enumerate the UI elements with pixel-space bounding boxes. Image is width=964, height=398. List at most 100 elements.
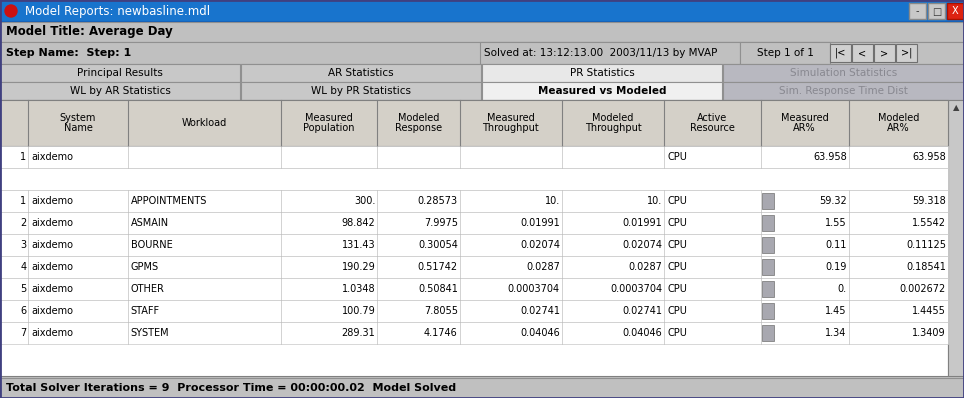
Bar xyxy=(0,190,948,212)
Text: CPU: CPU xyxy=(667,240,687,250)
Text: 100.79: 100.79 xyxy=(342,306,376,316)
Bar xyxy=(0,300,948,322)
Text: 63.958: 63.958 xyxy=(813,152,846,162)
Bar xyxy=(762,281,774,297)
Text: ▲: ▲ xyxy=(952,103,959,113)
Text: 1.3409: 1.3409 xyxy=(912,328,946,338)
Text: 10.: 10. xyxy=(545,196,560,206)
Text: 1.5542: 1.5542 xyxy=(912,218,946,228)
Text: 0.0003704: 0.0003704 xyxy=(508,284,560,294)
Text: APPOINTMENTS: APPOINTMENTS xyxy=(131,196,207,206)
Text: 0.11125: 0.11125 xyxy=(906,240,946,250)
Text: aixdemo: aixdemo xyxy=(32,218,73,228)
Bar xyxy=(723,82,964,100)
Text: STAFF: STAFF xyxy=(131,306,160,316)
Bar xyxy=(762,215,774,231)
Text: 98.842: 98.842 xyxy=(342,218,376,228)
Text: BOURNE: BOURNE xyxy=(131,240,173,250)
Text: 7: 7 xyxy=(20,328,26,338)
Text: 63.958: 63.958 xyxy=(912,152,946,162)
Text: SYSTEM: SYSTEM xyxy=(131,328,170,338)
Bar xyxy=(0,168,948,190)
Bar xyxy=(480,42,740,64)
Text: Active: Active xyxy=(697,113,728,123)
Text: CPU: CPU xyxy=(667,328,687,338)
Text: 10.: 10. xyxy=(647,196,662,206)
Text: 0.0287: 0.0287 xyxy=(526,262,560,272)
Text: 59.318: 59.318 xyxy=(912,196,946,206)
Bar xyxy=(0,42,964,64)
Text: Response: Response xyxy=(395,123,442,133)
Bar xyxy=(852,44,873,62)
Text: 300.: 300. xyxy=(354,196,376,206)
Text: AR%: AR% xyxy=(887,123,910,133)
Text: Step 1 of 1: Step 1 of 1 xyxy=(757,48,814,58)
Text: Model Reports: newbasline.mdl: Model Reports: newbasline.mdl xyxy=(25,5,210,18)
Text: Measured: Measured xyxy=(487,113,535,123)
Text: 1: 1 xyxy=(20,196,26,206)
Text: 5: 5 xyxy=(20,284,26,294)
Bar xyxy=(0,322,948,344)
Text: 1.4455: 1.4455 xyxy=(912,306,946,316)
Bar xyxy=(0,146,948,168)
Text: 0.0003704: 0.0003704 xyxy=(610,284,662,294)
Text: <: < xyxy=(858,48,867,58)
Bar xyxy=(0,22,964,42)
Bar xyxy=(0,100,948,146)
Text: aixdemo: aixdemo xyxy=(32,196,73,206)
Bar xyxy=(0,278,948,300)
Text: Measured: Measured xyxy=(306,113,353,123)
Text: Solved at: 13:12:13.00  2003/11/13 by MVAP: Solved at: 13:12:13.00 2003/11/13 by MVA… xyxy=(484,48,717,58)
Text: Measured vs Modeled: Measured vs Modeled xyxy=(538,86,666,96)
Text: 0.51742: 0.51742 xyxy=(417,262,458,272)
Bar xyxy=(482,82,722,100)
Text: CPU: CPU xyxy=(667,218,687,228)
Text: Total Solver Iterations = 9  Processor Time = 00:00:00.02  Model Solved: Total Solver Iterations = 9 Processor Ti… xyxy=(6,383,456,393)
Bar xyxy=(909,3,926,19)
Bar xyxy=(762,237,774,253)
Bar xyxy=(0,378,964,398)
Text: 0.02741: 0.02741 xyxy=(622,306,662,316)
Text: CPU: CPU xyxy=(667,306,687,316)
Text: Throughput: Throughput xyxy=(483,123,539,133)
Bar xyxy=(0,234,948,256)
Bar xyxy=(762,259,774,275)
Bar xyxy=(0,64,240,82)
Text: aixdemo: aixdemo xyxy=(32,284,73,294)
Text: 1.45: 1.45 xyxy=(825,306,846,316)
Text: WL by AR Statistics: WL by AR Statistics xyxy=(69,86,171,96)
Text: 59.32: 59.32 xyxy=(818,196,846,206)
Text: Workload: Workload xyxy=(182,118,227,128)
Text: Sim. Response Time Dist: Sim. Response Time Dist xyxy=(779,86,908,96)
Text: aixdemo: aixdemo xyxy=(32,152,73,162)
Text: 1.55: 1.55 xyxy=(825,218,846,228)
Text: 0.01991: 0.01991 xyxy=(623,218,662,228)
Circle shape xyxy=(5,5,17,17)
Text: 0.18541: 0.18541 xyxy=(906,262,946,272)
Text: 4.1746: 4.1746 xyxy=(424,328,458,338)
Bar xyxy=(241,64,481,82)
Text: GPMS: GPMS xyxy=(131,262,159,272)
Text: 0.04046: 0.04046 xyxy=(521,328,560,338)
Bar xyxy=(928,3,945,19)
Text: 131.43: 131.43 xyxy=(342,240,376,250)
Text: 1.0348: 1.0348 xyxy=(342,284,376,294)
Text: Population: Population xyxy=(304,123,355,133)
Text: 1.34: 1.34 xyxy=(825,328,846,338)
Text: aixdemo: aixdemo xyxy=(32,306,73,316)
Bar xyxy=(0,212,948,234)
Text: aixdemo: aixdemo xyxy=(32,328,73,338)
Bar xyxy=(0,256,948,278)
Bar xyxy=(762,325,774,341)
Text: Name: Name xyxy=(64,123,93,133)
Bar xyxy=(0,100,948,376)
Text: 0.04046: 0.04046 xyxy=(623,328,662,338)
Text: Resource: Resource xyxy=(690,123,735,133)
Text: 0.: 0. xyxy=(838,284,846,294)
Text: 1: 1 xyxy=(20,152,26,162)
Text: Principal Results: Principal Results xyxy=(77,68,163,78)
Text: ASMAIN: ASMAIN xyxy=(131,218,169,228)
Text: □: □ xyxy=(932,6,941,16)
Text: 0.30054: 0.30054 xyxy=(418,240,458,250)
Text: X: X xyxy=(952,6,959,16)
